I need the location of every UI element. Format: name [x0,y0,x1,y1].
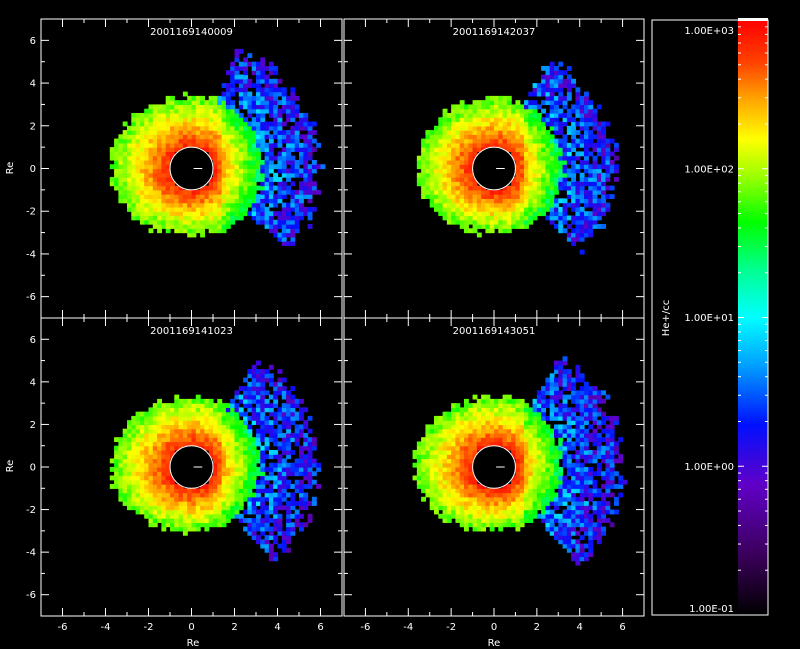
colorbar-tick-label: 1.00E+00 [684,462,734,473]
x-tick-label: -2 [446,622,456,633]
y-tick-label: -2 [26,505,36,516]
y-tick-label: 6 [30,36,36,47]
y-tick-label: 4 [30,377,36,388]
panel-title: 2001169143051 [453,326,536,337]
colorbar-tick-label: 1.00E+01 [684,313,734,324]
y-axis-label-top: Re [5,162,16,175]
colorbar-tick-label: 1.00E+02 [684,164,734,175]
y-tick-label: 2 [30,420,36,431]
colorbar-ticks: 1.00E+03 1.00E+02 1.00E+01 1.00E+00 1.00E-01 [684,19,768,616]
earth-disc [169,146,214,191]
x-axis-label-left: Re [187,638,200,649]
panel-top-right: 2001169142037 [343,18,645,319]
panel-title: 2001169140009 [150,27,233,38]
y-tick-label: 0 [30,463,36,474]
x-tick-label: 6 [317,622,323,633]
x-tick-label: -2 [144,622,154,633]
x-tick-label: 2 [534,622,540,633]
panel-bottom-left: -6 -4 -2 0 2 4 6 -6 -4 -2 0 2 4 6 2001169141023 [26,317,343,633]
x-tick-label: 0 [491,622,497,633]
y-tick-label: -4 [26,249,36,260]
colorbar: 1.00E+03 1.00E+02 1.00E+01 1.00E+00 1.00E-01… [651,18,769,616]
panel-axes: -6 -4 -2 0 2 4 6 -6 -4 -2 0 2 4 6 [26,317,343,633]
colorbar-label: He+/cc [661,300,672,336]
x-tick-label: 6 [619,622,625,633]
x-tick-label: -6 [58,622,68,633]
earth-disc [472,146,516,191]
x-tick-label: -6 [360,622,370,633]
x-tick-label: -4 [403,622,413,633]
x-tick-label: 4 [577,622,583,633]
panel-axes: -6 -4 -2 0 2 4 6 [343,317,645,633]
panel-top-left: -6 -4 -2 0 2 4 6 2001169140009 [26,18,343,319]
colorbar-tick-label: 1.00E+03 [684,26,734,37]
panel-title: 2001169141023 [150,326,233,337]
panel-bottom-right: -6 -4 -2 0 2 4 6 2001169143051 [343,317,645,633]
y-tick-label: -6 [26,292,36,303]
panel-title: 2001169142037 [453,27,536,38]
colorbar-tick-label: 1.00E-01 [689,604,734,615]
x-axis-label-right: Re [488,638,501,649]
earth-disc [169,445,214,489]
x-tick-label: 4 [274,622,280,633]
y-tick-label: 2 [30,121,36,132]
y-tick-label: 0 [30,164,36,175]
x-tick-label: -4 [101,622,111,633]
y-tick-label: -2 [26,207,36,218]
x-tick-label: 0 [188,622,194,633]
density-image [41,19,342,318]
y-axis-label-bottom: Re [5,460,16,473]
x-tick-label: 2 [231,622,237,633]
y-tick-label: 6 [30,335,36,346]
y-tick-label: -4 [26,548,36,559]
y-tick-label: -6 [26,590,36,601]
earth-disc [472,445,516,489]
y-tick-label: 4 [30,79,36,90]
